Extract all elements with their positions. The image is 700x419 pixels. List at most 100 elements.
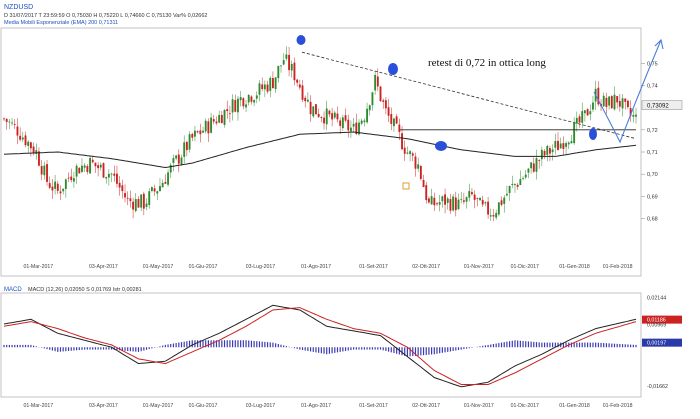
macd-x-axis: 01-Mar-2017 03-Apr-2017 01-May-2017 01-Giu-…: [23, 403, 632, 409]
candle-body: [371, 92, 374, 106]
candle-body: [484, 202, 487, 204]
macd-x-tick-label: 01-Feb-2018: [603, 403, 633, 409]
highlight-marker: [296, 35, 306, 45]
ohlc-readout: D 31/07/2017 T 23:59:59 O 0,75030 H 0,75…: [4, 13, 207, 19]
candle-body: [476, 197, 479, 199]
candle-body: [231, 99, 234, 113]
candle-body: [29, 142, 32, 149]
candle-body: [589, 111, 592, 115]
candle-body: [183, 142, 186, 157]
candle-body: [554, 140, 557, 148]
highlight-marker: [388, 63, 398, 75]
macd-y-tick-label: 0,00969: [647, 323, 666, 329]
candle-body: [409, 151, 412, 155]
macd-x-tick-label: 01-Dic-2017: [511, 403, 539, 409]
candle-body: [16, 126, 19, 136]
macd-y-tick-label: 0,02144: [647, 295, 666, 301]
candle-body: [75, 165, 78, 177]
candle-body: [11, 122, 14, 124]
candle-body: [581, 111, 584, 123]
projection-arrow-head: [654, 38, 664, 50]
marker-group: [296, 35, 597, 151]
candle-body: [492, 215, 495, 217]
candle-body: [105, 176, 108, 179]
candle-body: [497, 202, 500, 215]
candle-body: [172, 158, 175, 163]
candle-body: [635, 114, 637, 117]
candle-body: [479, 197, 481, 201]
macd-x-tick-label: 01-May-2017: [143, 403, 174, 409]
candle-body: [199, 130, 202, 135]
square-marker: [402, 182, 410, 190]
candle-body: [56, 183, 59, 191]
price-x-tick-label: 01-Feb-2018: [603, 264, 633, 270]
candle-body: [148, 191, 151, 205]
price-x-tick-label: 01-Gen-2018: [559, 264, 590, 270]
projection-arrow: [593, 39, 662, 144]
candle-body: [398, 124, 401, 132]
candle-body: [167, 172, 169, 185]
candle-body: [277, 65, 280, 79]
candle-body: [107, 173, 110, 178]
candle-body: [527, 168, 530, 173]
candle-body: [309, 101, 312, 115]
candle-body: [347, 119, 350, 131]
candle-body: [315, 104, 317, 115]
candle-body: [258, 83, 261, 95]
candle-body: [5, 118, 8, 122]
candle-body: [586, 109, 589, 116]
candle-body: [191, 133, 194, 138]
candle-body: [62, 188, 65, 192]
candle-body: [632, 114, 635, 117]
candle-body: [613, 94, 616, 110]
candle-body: [255, 95, 258, 99]
candle-body: [32, 146, 35, 154]
candle-body: [223, 109, 226, 125]
candle-body: [505, 193, 508, 196]
candle-body: [530, 162, 533, 169]
candle-body: [382, 100, 385, 102]
candle-body: [164, 181, 167, 184]
candle-body: [336, 113, 339, 120]
candle-body: [522, 178, 524, 180]
candle-body: [624, 98, 627, 102]
candle-body: [616, 96, 619, 103]
candle-body: [481, 200, 484, 205]
candle-body: [38, 151, 40, 166]
candle-body: [575, 117, 578, 124]
candle-body: [266, 84, 269, 92]
macd-value-tag: [642, 338, 682, 347]
candle-body: [234, 100, 237, 112]
candle-body: [384, 100, 387, 109]
candle-body: [433, 197, 436, 206]
candle-body: [368, 105, 371, 111]
macd-x-tick-label: 03-Apr-2017: [89, 403, 118, 409]
candle-body: [551, 149, 554, 153]
macd-x-tick-label: 01-Nov-2017: [464, 403, 494, 409]
candle-body: [487, 201, 490, 215]
candle-body: [325, 108, 328, 125]
price-x-tick-label: 01-Set-2017: [359, 264, 388, 270]
candle-body: [366, 108, 369, 123]
macd-line: [3, 304, 637, 388]
candle-body: [540, 149, 543, 160]
candle-body: [503, 197, 506, 204]
candle-body: [559, 143, 562, 149]
candle-body: [419, 166, 422, 179]
candle-body: [129, 198, 132, 202]
candle-body: [54, 181, 57, 189]
candle-body: [142, 193, 145, 209]
price-x-axis: 01-Mar-2017 03-Apr-2017 01-May-2017 01-Giu-…: [23, 264, 632, 270]
candle-body: [169, 164, 172, 173]
candle-body: [425, 185, 428, 201]
candle-body: [535, 158, 538, 172]
candle-body: [538, 160, 541, 161]
candle-body: [274, 77, 277, 90]
candle-body: [301, 85, 304, 100]
price-x-tick-label: 01-Ago-2017: [301, 264, 331, 270]
candle-body: [462, 200, 465, 202]
candle-body: [430, 196, 433, 205]
macd-x-tick-label: 02-Ott-2017: [412, 403, 440, 409]
candle-body: [339, 120, 342, 126]
